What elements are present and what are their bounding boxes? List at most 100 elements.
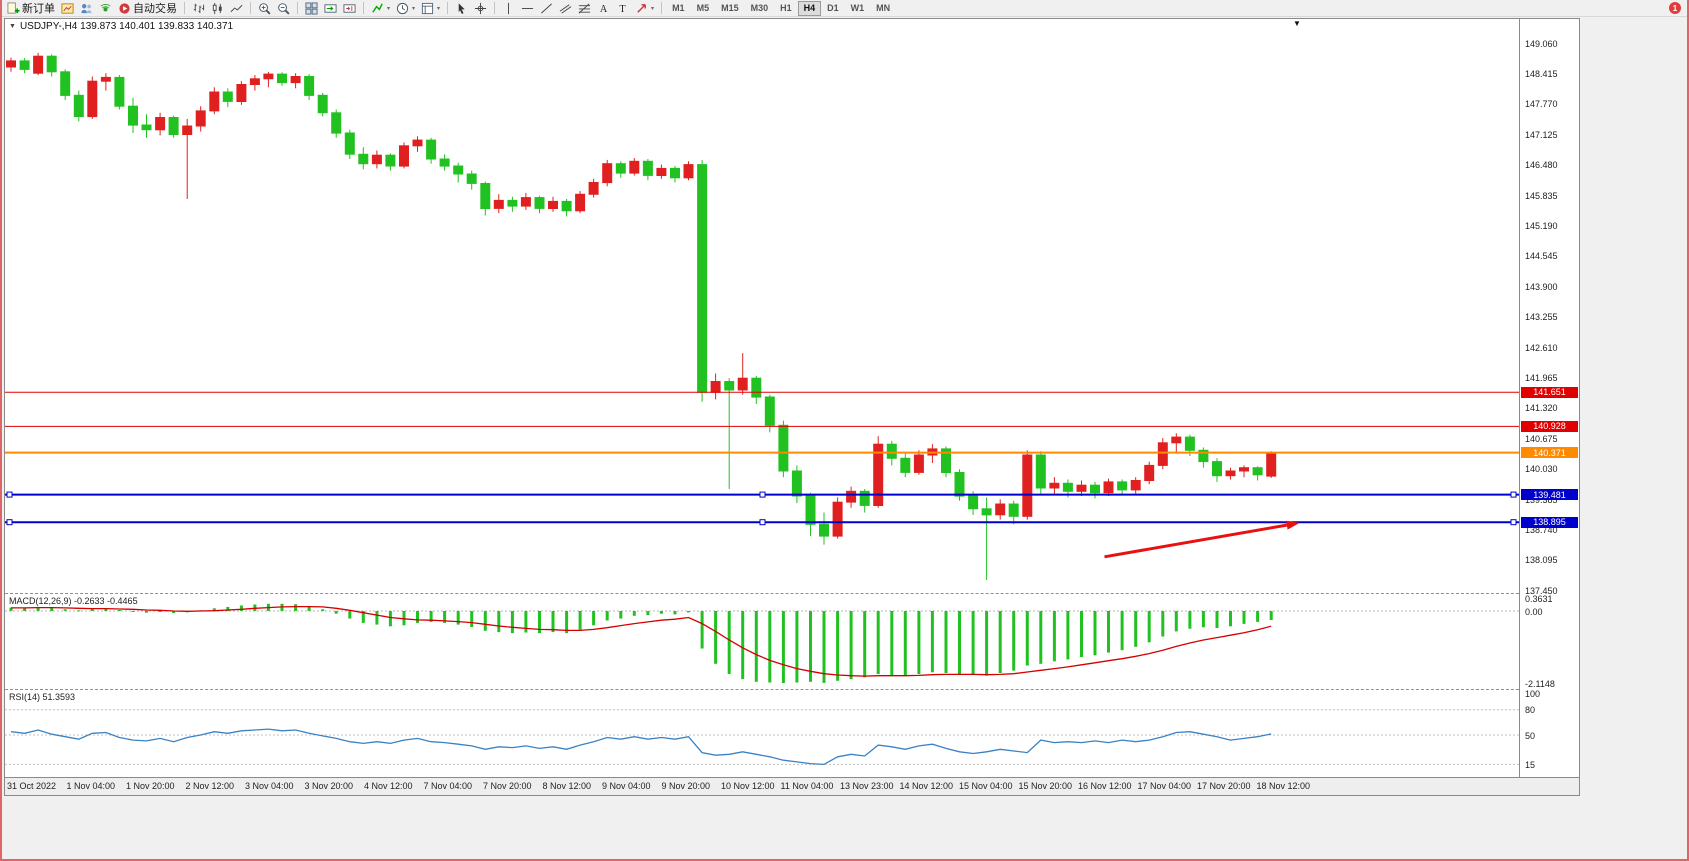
chart-window: ▼ USDJPY-,H4 139.873 140.401 139.833 140… [4,18,1580,796]
price-tick-label: 141.320 [1525,403,1558,414]
new-chart-button[interactable] [58,1,77,16]
toolbar-separator [363,2,364,14]
horizontal-line-138.895[interactable] [5,519,1519,526]
signals-button[interactable] [96,1,115,16]
price-line-label: 140.371 [1521,447,1578,459]
time-tick-label: 16 Nov 12:00 [1078,781,1132,791]
window-border-left [0,0,2,861]
pane-divider[interactable] [5,593,1579,594]
timeframe-m15-button[interactable]: M15 [715,1,745,16]
toolbar-separator [184,2,185,14]
dropdown-arrow-icon: ▾ [387,5,391,12]
price-tick-label: 138.740 [1525,525,1558,535]
line-handle[interactable] [759,491,766,498]
time-tick-label: 7 Nov 20:00 [483,781,532,791]
chart-shift-marker-icon[interactable]: ▼ [1293,19,1301,28]
price-tick-label: 147.125 [1525,129,1558,140]
line-handle[interactable] [6,491,13,498]
cursor-button[interactable] [452,1,471,16]
line-handle[interactable] [1510,491,1517,498]
trendline-button[interactable] [537,1,556,16]
zoom-in-button[interactable] [255,1,274,16]
timeframe-h1-button[interactable]: H1 [774,1,798,16]
crosshair-button[interactable] [471,1,490,16]
equidistant-channel-icon [559,3,572,14]
periods-button[interactable]: ▾ [393,1,418,16]
dropdown-arrow-icon: ▾ [437,5,441,12]
timeframe-m5-button[interactable]: M5 [691,1,716,16]
horizontal-line-139.481[interactable] [5,491,1519,498]
price-tick-label: 140.675 [1525,433,1558,444]
horizontal-line-button[interactable] [518,1,537,16]
time-tick-label: 4 Nov 12:00 [364,781,413,791]
svg-text:T: T [619,4,626,15]
new-chart-icon [61,2,74,14]
time-tick-label: 31 Oct 2022 [7,781,57,791]
time-tick-label: 18 Nov 12:00 [1256,781,1311,791]
arrows-button[interactable]: ▾ [632,1,657,16]
collapse-chart-icon[interactable]: ▼ [9,23,16,30]
timeframe-mn-button[interactable]: MN [870,1,896,16]
chart-shift-icon [343,3,356,13]
price-line-label: 141.651 [1521,386,1578,398]
time-axis[interactable]: 31 Oct 2022 1 Nov 04:00 1 Nov 20:00 2 Nov 1… [5,777,1579,795]
text-button[interactable]: A [594,1,613,16]
timeframe-w1-button[interactable]: W1 [845,1,871,16]
cursor-icon [458,2,465,14]
pane-divider[interactable] [5,689,1579,690]
text-label-button[interactable]: T [613,1,632,16]
toolbar-separator [661,2,663,14]
svg-text:A: A [600,4,608,15]
candle-chart-button[interactable] [208,1,227,16]
arrows-icon [637,3,646,13]
line-chart-button[interactable] [227,1,246,16]
auto-trading-button[interactable]: 自动交易 [115,1,180,16]
auto-scroll-button[interactable] [321,1,340,16]
chart-shift-button[interactable] [340,1,359,16]
timeframe-m1-button[interactable]: M1 [666,1,691,16]
market-watch-button[interactable] [77,1,96,16]
tile-windows-button[interactable] [302,1,321,16]
signals-icon [100,3,111,11]
fibonacci-button[interactable] [575,1,594,16]
templates-button[interactable]: ▾ [418,1,443,16]
timeframe-d1-button[interactable]: D1 [821,1,845,16]
rsi-tick-label: 50 [1525,730,1536,741]
price-scale[interactable]: 149.060 148.415 147.770 147.125 146.480 145.8… [1519,19,1579,777]
rsi-canvas[interactable] [5,690,1519,777]
zoom-out-button[interactable] [274,1,293,16]
tile-windows-icon [305,1,318,15]
time-tick-label: 2 Nov 12:00 [185,781,235,791]
trendline-icon [541,3,552,13]
macd-tick-label: 0.00 [1525,606,1543,617]
macd-histogram [9,603,1273,683]
macd-canvas[interactable] [5,594,1519,689]
equidistant-channel-button[interactable] [556,1,575,16]
time-tick-label: 10 Nov 12:00 [721,781,775,791]
macd-tick-label: 0.3631 [1525,594,1553,605]
price-tick-label: 142.610 [1525,342,1558,353]
timeframe-h4-button[interactable]: H4 [797,0,822,16]
toolbar-separator [250,2,251,14]
timeframe-m30-button[interactable]: M30 [745,1,775,16]
time-tick-label: 3 Nov 04:00 [245,781,294,791]
line-handle[interactable] [6,519,13,526]
time-tick-label: 17 Nov 20:00 [1197,781,1251,791]
new-order-label: 新订单 [22,3,55,15]
line-handle[interactable] [759,519,766,526]
notification-badge[interactable]: 1 [1669,2,1681,14]
trend-arrow-annotation[interactable] [1104,520,1300,559]
vertical-line-button[interactable] [499,1,518,16]
main-toolbar: 新订单 自动交易 ▾ ▾ ▾ A T ▾ M1 M5 M15 M30 H1 H4 D1 W1 MN [0,0,1689,17]
main-chart-canvas[interactable] [5,19,1519,593]
macd-signal-line [11,605,1272,677]
rsi-tick-label: 80 [1525,705,1536,716]
line-handle[interactable] [1510,519,1517,526]
time-tick-label: 11 Nov 04:00 [780,781,834,791]
bar-chart-button[interactable] [189,1,208,16]
new-order-button[interactable]: 新订单 [4,1,58,16]
indicators-icon [372,3,383,13]
rsi-tick-label: 100 [1525,688,1541,699]
text-label-icon: T [619,4,626,15]
indicators-button[interactable]: ▾ [368,1,393,16]
